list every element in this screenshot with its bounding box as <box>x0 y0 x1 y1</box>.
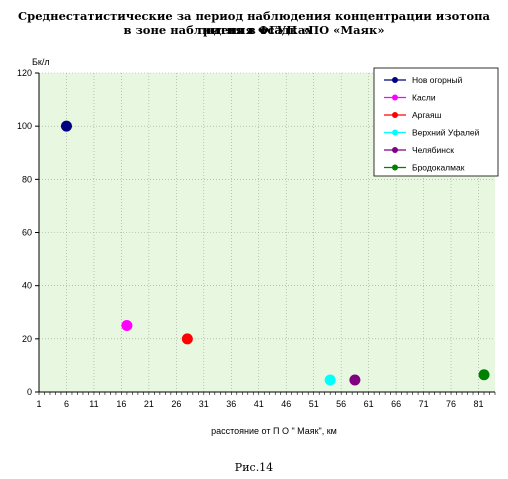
chart-title-line-1: Среднестатистические за период наблюдени… <box>18 9 490 37</box>
legend-marker <box>392 94 398 101</box>
legend-label: Нов огорный <box>412 75 463 85</box>
x-tick-label: 21 <box>144 399 154 409</box>
y-tick-label: 120 <box>17 68 32 78</box>
x-tick-label: 76 <box>446 399 456 409</box>
x-tick-label: 46 <box>281 399 291 409</box>
legend-label: Бродокалмак <box>412 163 465 173</box>
x-tick-label: 36 <box>226 399 236 409</box>
legend-box <box>373 67 499 177</box>
x-tick-label: 66 <box>391 399 401 409</box>
x-tick-label: 51 <box>309 399 319 409</box>
x-tick-label: 41 <box>254 399 264 409</box>
data-point <box>121 320 133 332</box>
x-tick-label: 56 <box>336 399 346 409</box>
x-tick-label: 31 <box>199 399 209 409</box>
figure-caption: Рис.14 <box>234 461 274 474</box>
legend-marker <box>392 129 398 136</box>
legend-label: Касли <box>412 93 436 103</box>
y-tick-label: 100 <box>17 121 32 131</box>
data-point <box>60 120 72 132</box>
y-tick-label: 40 <box>22 281 32 291</box>
x-tick-label: 71 <box>419 399 429 409</box>
x-axis-label: расстояние от П О " Маяк", км <box>211 426 337 436</box>
data-point <box>324 374 336 386</box>
x-tick-label: 11 <box>89 399 98 409</box>
legend-label: Челябинск <box>412 145 454 155</box>
legend-label: Верхний Уфалей <box>412 128 480 138</box>
chart-title-line-2: в зоне наблюдения ФГУП «ПО «Маяк» <box>123 23 385 37</box>
x-tick-label: 61 <box>364 399 374 409</box>
x-tick-label: 6 <box>64 399 69 409</box>
legend-label: Аргаяш <box>412 110 442 120</box>
y-axis-unit-label: Бк/л <box>32 57 50 67</box>
data-point <box>478 369 490 381</box>
y-tick-label: 80 <box>22 174 32 184</box>
y-tick-label: 0 <box>27 387 32 397</box>
legend-marker <box>392 77 398 83</box>
x-tick-label: 1 <box>36 399 41 409</box>
legend-marker <box>392 164 398 171</box>
data-point <box>349 374 361 386</box>
legend-marker <box>392 147 398 153</box>
y-tick-label: 60 <box>22 228 32 238</box>
y-tick-label: 20 <box>22 334 32 344</box>
data-point <box>181 333 193 345</box>
x-tick-label: 81 <box>474 399 484 409</box>
x-tick-label: 26 <box>171 399 181 409</box>
legend-marker <box>392 112 398 118</box>
x-tick-label: 16 <box>116 399 126 409</box>
